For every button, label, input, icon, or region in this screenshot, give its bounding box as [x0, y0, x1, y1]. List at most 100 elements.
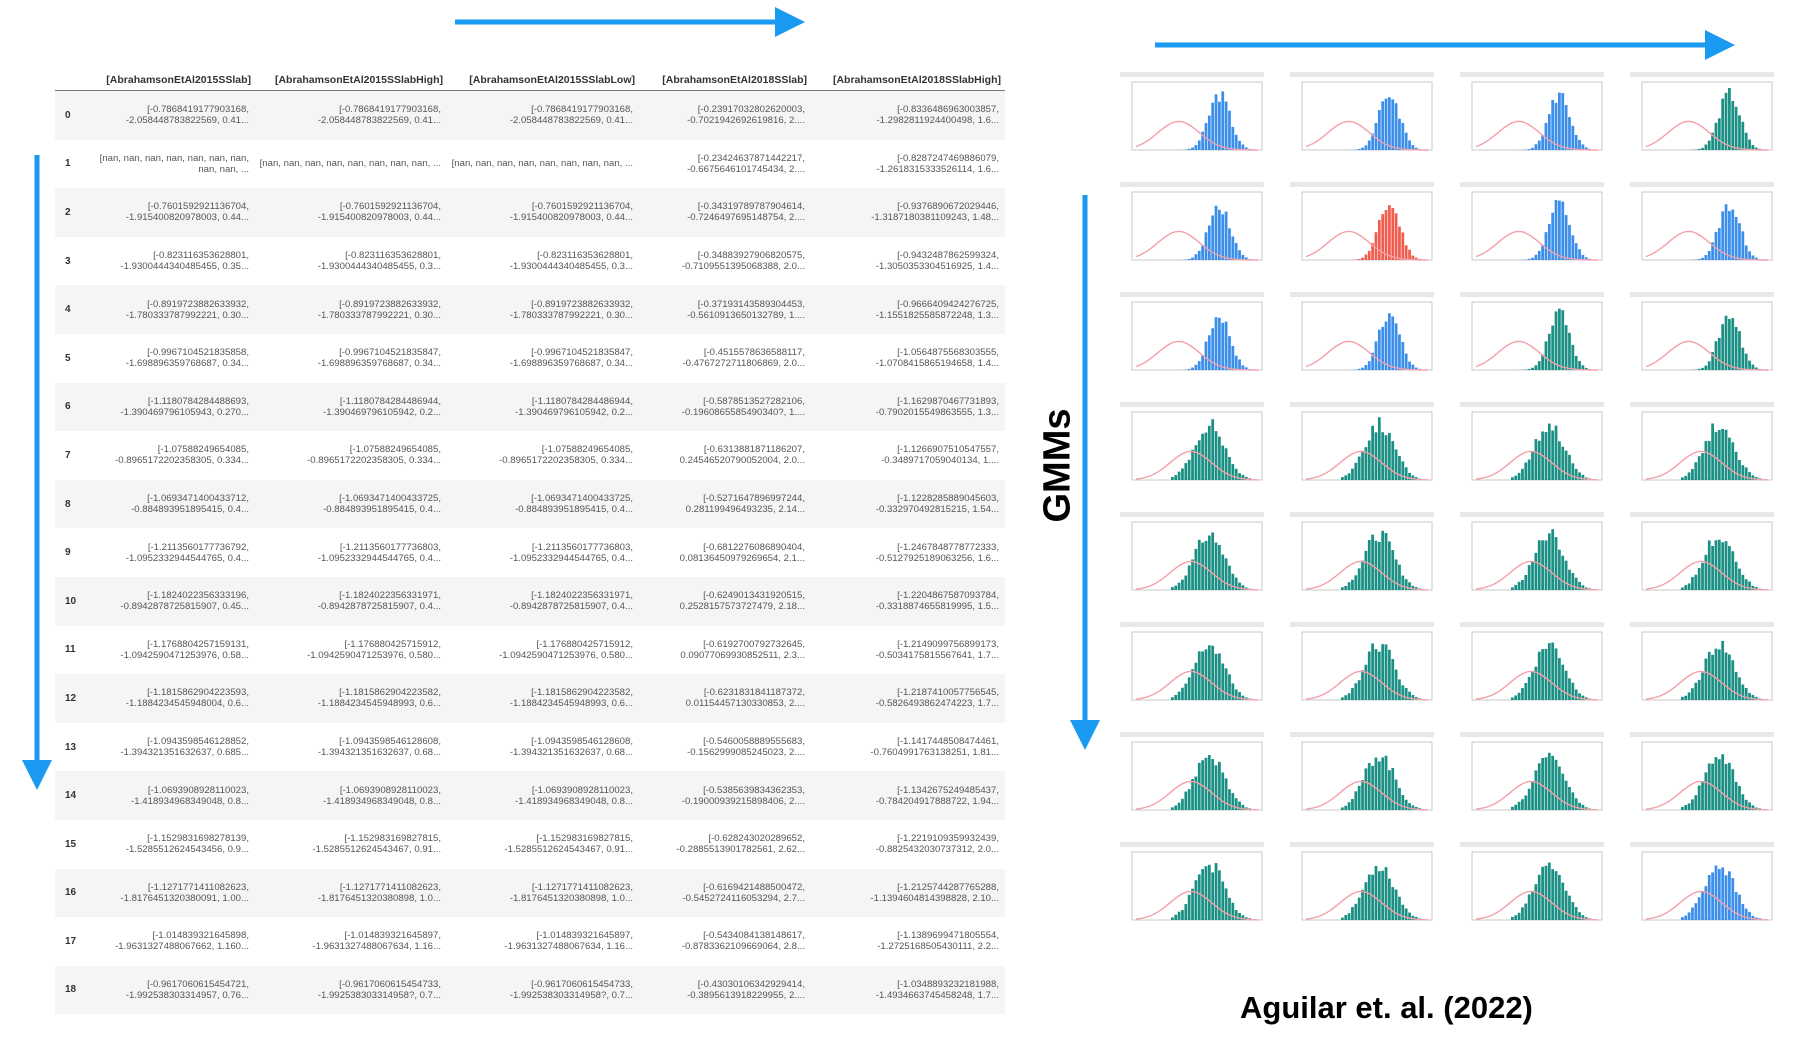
histogram-bar: [1384, 532, 1388, 590]
histogram-bar: [1241, 915, 1245, 920]
histogram-bar: [1537, 874, 1541, 920]
histogram-bar: [1228, 228, 1231, 260]
histogram-bar: [1721, 542, 1725, 590]
histogram-bar: [1707, 540, 1711, 590]
histogram-bar: [1187, 258, 1191, 260]
histogram-bar: [1721, 867, 1725, 920]
table-row: 8 [-1.0693471400433712, -0.88489395189541…: [55, 479, 1005, 529]
dataframe-table: [AbrahamsonEtAl2015SSlab] [AbrahamsonEtAl…: [55, 70, 1005, 1015]
plot-area: [1641, 81, 1773, 151]
histogram-panel: [1460, 292, 1604, 371]
histogram-bar: [1704, 441, 1708, 480]
histogram-bar: [1734, 671, 1738, 700]
histogram-bar: [1191, 669, 1194, 700]
panel-title-placeholder: [1120, 512, 1264, 517]
histogram-bar: [1211, 532, 1215, 590]
histogram-bar: [1741, 794, 1745, 810]
histogram-bar: [1197, 539, 1201, 590]
histogram-bar: [1581, 144, 1585, 150]
table-cell: [-1.07588249654085, -0.8965172202358305,…: [499, 444, 633, 467]
panel-title-placeholder: [1460, 732, 1604, 737]
histogram-panel: [1120, 182, 1264, 261]
histogram-bar: [1231, 793, 1235, 810]
histogram-bar: [1371, 534, 1374, 590]
gmm-curve: [1305, 670, 1428, 701]
table-row: 2 [-0.7601592921136704, -1.91540082097800…: [55, 188, 1005, 237]
gmm-curve: [1475, 230, 1598, 261]
histogram-bar: [1554, 871, 1558, 920]
histogram-bar: [1541, 135, 1544, 150]
row-index: 3: [65, 255, 71, 267]
histogram-bar: [1551, 99, 1555, 150]
histogram-panel: [1120, 72, 1264, 151]
histogram-bar: [1751, 364, 1755, 370]
histogram-bar: [1734, 216, 1738, 260]
histogram-bar: [1381, 326, 1385, 370]
histogram-bar: [1704, 365, 1708, 370]
histogram-bar: [1697, 679, 1701, 700]
histogram-bar: [1514, 475, 1518, 480]
histogram-bar: [1561, 555, 1565, 590]
histogram-bar: [1398, 788, 1401, 810]
table-cell: [-1.014839321645898, -1.9631327488067662…: [115, 930, 249, 953]
gmm-curve: [1135, 890, 1258, 921]
histogram-bar: [1754, 257, 1758, 260]
histogram-bar: [1734, 891, 1738, 920]
table-cell: [-0.9617060615454721, -1.992538303314957…: [85, 965, 255, 1015]
table-cell: [-0.23424637871442217, -0.66756461017454…: [687, 152, 805, 175]
table-row: 14 [-1.0693908928110023, -1.4189349683490…: [55, 771, 1005, 820]
histogram-bar: [1401, 461, 1405, 480]
histogram-bar: [1238, 582, 1241, 590]
histogram-bar: [1197, 762, 1201, 810]
histogram-bar: [1524, 575, 1528, 590]
histogram-bar: [1711, 654, 1714, 700]
histogram-bar: [1401, 122, 1405, 150]
row-index: 4: [55, 285, 85, 334]
gmm-curve: [1135, 780, 1258, 811]
histogram-bar: [1517, 472, 1521, 480]
histogram-bar: [1204, 649, 1208, 700]
histogram-bar: [1568, 454, 1571, 480]
histogram-bar: [1204, 757, 1208, 810]
column-header: [AbrahamsonEtAl2015SSlabLow]: [447, 70, 639, 91]
table-cell: [-0.6313881871186207, 0.2454652079005200…: [679, 444, 805, 467]
histogram-bar: [1571, 902, 1575, 920]
histogram-bar: [1184, 463, 1188, 480]
histogram-bar: [1531, 890, 1534, 920]
histogram-bar: [1714, 865, 1718, 920]
table-cell: [-0.823116353628801, -1.9300444340485455…: [317, 250, 441, 273]
histogram-bar: [1388, 541, 1391, 590]
histogram-bar: [1231, 464, 1235, 480]
histogram-bar: [1214, 542, 1218, 590]
histogram-bar: [1531, 671, 1534, 700]
table-cell: [-1.0943598546128852, -1.394321351632637…: [120, 736, 249, 759]
histogram-bar: [1714, 232, 1718, 260]
histogram-bar: [1547, 423, 1551, 480]
histogram-bar: [1547, 862, 1551, 920]
histogram-bar: [1571, 463, 1575, 480]
panel-title-placeholder: [1460, 842, 1604, 847]
histogram-bar: [1401, 685, 1405, 700]
histogram-panel: [1120, 402, 1264, 481]
histogram-bar: [1211, 215, 1215, 260]
histogram-bar: [1711, 763, 1714, 810]
table-cell: [-0.9617060615454733, -1.992538303314958…: [255, 965, 447, 1015]
histogram-bar: [1194, 662, 1198, 700]
histogram-bar: [1388, 878, 1391, 920]
histogram-bar: [1728, 546, 1731, 590]
table-cell: [-1.2113560177736803, -1.095233294454476…: [509, 541, 633, 564]
table-cell: [-1.0693908928110023, -1.418934968349048…: [447, 771, 639, 820]
histogram-bar: [1204, 232, 1208, 260]
histogram-panel: [1630, 512, 1774, 591]
histogram-bar: [1711, 132, 1714, 150]
histogram-bar: [1354, 683, 1358, 700]
histogram-bar: [1344, 915, 1348, 920]
histogram-bar: [1524, 903, 1528, 920]
histogram-bar: [1408, 803, 1411, 810]
histogram-bar: [1384, 644, 1388, 700]
histogram-bar: [1687, 803, 1691, 810]
histogram-bar: [1741, 465, 1745, 480]
histogram-bar: [1524, 795, 1528, 810]
histogram-bar: [1234, 134, 1238, 150]
histogram-bar: [1684, 475, 1688, 480]
